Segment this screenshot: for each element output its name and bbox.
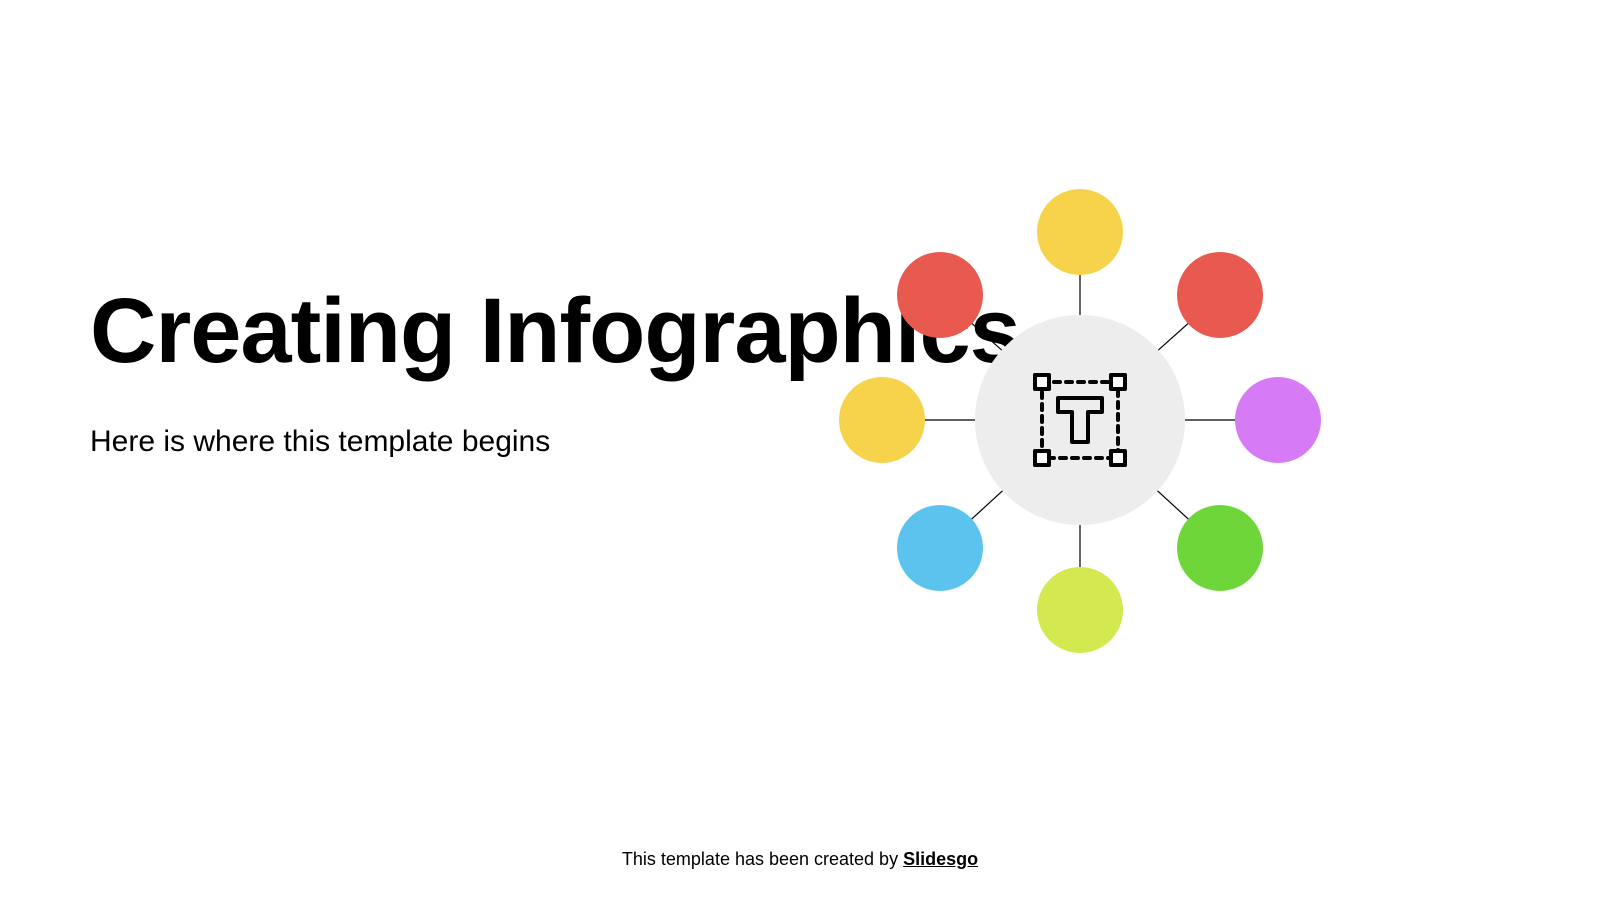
- footer-link[interactable]: Slidesgo: [903, 849, 978, 869]
- radial-diagram-svg: [830, 170, 1330, 670]
- footer-credit: This template has been created by Slides…: [0, 849, 1600, 870]
- footer-prefix: This template has been created by: [622, 849, 903, 869]
- radial-diagram: [830, 170, 1330, 670]
